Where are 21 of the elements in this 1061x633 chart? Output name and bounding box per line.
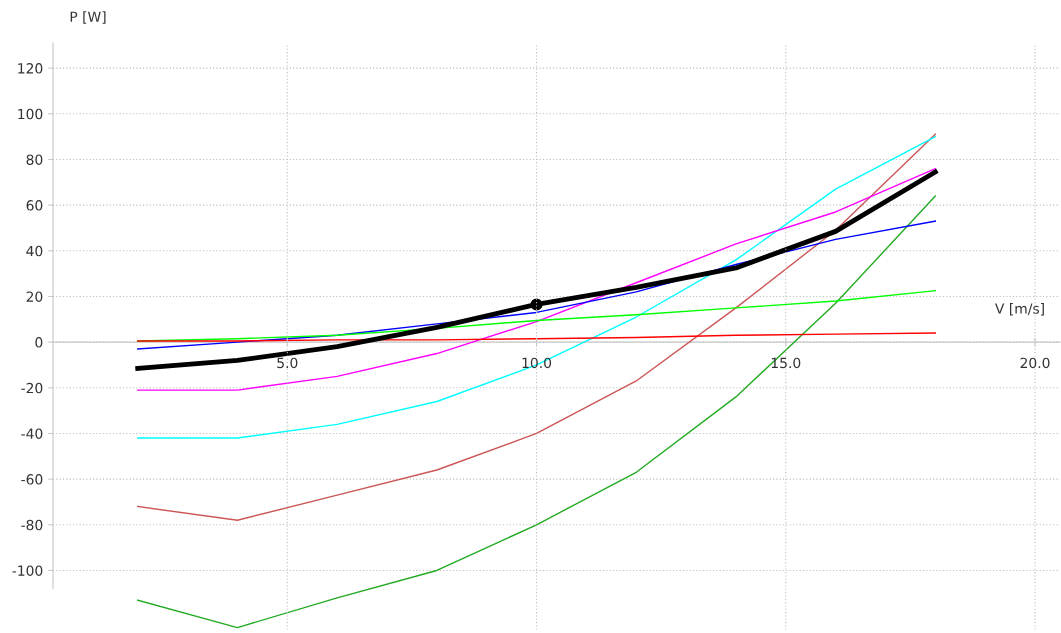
- y-tick-label: -20: [21, 382, 43, 394]
- y-axis-title: P [W]: [70, 11, 106, 24]
- y-tick-label: 20: [26, 291, 43, 302]
- line-series: [137, 195, 937, 629]
- x-tick-label: 5.0: [277, 357, 298, 369]
- y-tick-label: 100: [18, 108, 43, 120]
- y-tick-label: 40: [26, 245, 43, 257]
- y-tick-label: 60: [26, 200, 43, 211]
- y-tick-label: 80: [26, 154, 43, 165]
- line-series: [137, 332, 937, 342]
- y-tick-label: 0: [35, 337, 43, 348]
- y-tick-label: -60: [21, 474, 43, 485]
- x-tick-label: 15.0: [771, 357, 801, 369]
- y-tick-label: -40: [21, 428, 43, 439]
- x-tick-label: 20.0: [1020, 357, 1050, 369]
- y-tick-label: 120: [18, 63, 43, 74]
- x-axis-title: V [m/s]: [995, 303, 1044, 316]
- y-tick-label: -100: [12, 565, 43, 576]
- line-series: [137, 135, 937, 439]
- line-series: [137, 133, 937, 521]
- y-tick-label: -80: [21, 519, 43, 531]
